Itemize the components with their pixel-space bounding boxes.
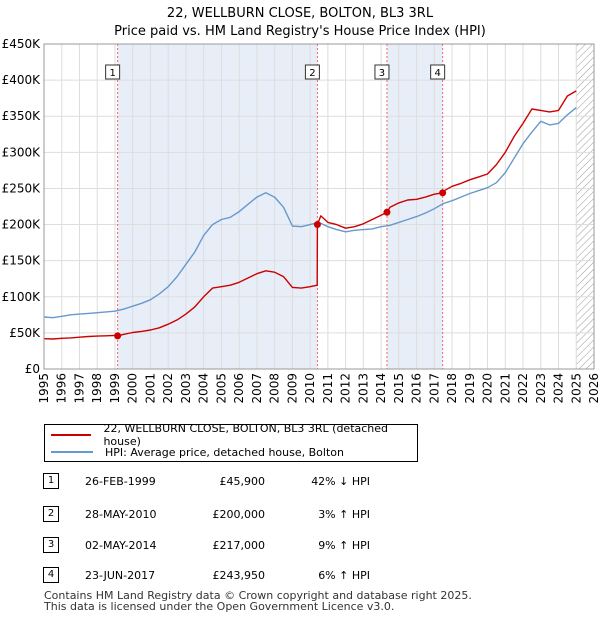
transaction-price: £243,950 xyxy=(212,569,266,582)
forecast-hatch xyxy=(576,44,594,369)
transaction-marker-box-2 xyxy=(304,64,320,80)
x-tick-label: 2017 xyxy=(427,373,441,404)
transaction-marker-label-4: 4 xyxy=(434,68,440,79)
transaction-point-1 xyxy=(114,332,122,340)
property-price-line xyxy=(43,90,577,340)
transaction-number: 4 xyxy=(43,567,59,583)
chart-subtitle: Price paid vs. HM Land Registry's House … xyxy=(114,24,486,39)
x-tick-label: 2021 xyxy=(498,373,512,404)
transaction-row-4: 4 23-JUN-2017 £243,950 6% ↑ HPI xyxy=(0,566,600,586)
transaction-number: 3 xyxy=(43,537,59,553)
y-tick-label: £450K xyxy=(2,37,42,51)
transaction-hpi: 42% ↓ HPI xyxy=(311,475,370,488)
transaction-point-3 xyxy=(383,208,391,216)
transaction-marker-box-1 xyxy=(105,64,121,80)
x-tick-label: 2005 xyxy=(214,373,228,404)
transaction-marker-label-3: 3 xyxy=(379,68,385,79)
footer-licence: This data is licensed under the Open Gov… xyxy=(44,600,395,613)
plot-border xyxy=(43,43,595,370)
transaction-price: £200,000 xyxy=(212,508,266,521)
x-tick-label: 2020 xyxy=(481,373,495,404)
transaction-price: £45,900 xyxy=(219,475,266,488)
x-tick-label: 2012 xyxy=(339,373,353,404)
x-tick-label: 2008 xyxy=(268,373,282,404)
transaction-date: 02-MAY-2014 xyxy=(85,539,157,552)
x-tick-label: 2000 xyxy=(126,373,140,404)
transaction-point-2 xyxy=(313,221,321,229)
x-tick-label: 2015 xyxy=(392,373,406,404)
x-tick-label: 1997 xyxy=(72,373,86,404)
hpi-line xyxy=(43,107,577,319)
y-tick-label: £50K xyxy=(9,326,41,340)
x-tick-label: 1996 xyxy=(55,373,69,404)
transaction-marker-label-2: 2 xyxy=(309,68,315,79)
transaction-point-4 xyxy=(439,189,447,197)
y-tick-label: £0 xyxy=(25,362,40,376)
x-tick-label: 2016 xyxy=(410,373,424,404)
x-tick-label: 1998 xyxy=(90,373,104,404)
y-tick-label: £300K xyxy=(2,145,42,159)
x-tick-label: 2018 xyxy=(445,373,459,404)
footer-copyright: Contains HM Land Registry data © Crown c… xyxy=(44,589,472,602)
price-chart: 1 2 3 4 £0 £50K £100K £150K £200K £250K £300K £350K… xyxy=(2,37,600,404)
transaction-row-1: 1 26-FEB-1999 £45,900 42% ↓ HPI xyxy=(0,472,600,492)
x-tick-label: 1995 xyxy=(37,373,51,404)
y-tick-label: £400K xyxy=(2,73,42,87)
legend-item-property: 22, WELLBURN CLOSE, BOLTON, BL3 3RL (det… xyxy=(51,422,417,448)
x-tick-label: 2025 xyxy=(569,373,583,404)
x-tick-label: 1999 xyxy=(108,373,122,404)
x-tick-label: 2011 xyxy=(321,373,335,404)
transaction-date: 26-FEB-1999 xyxy=(85,475,156,488)
transaction-number: 1 xyxy=(43,473,59,489)
transaction-hpi: 6% ↑ HPI xyxy=(318,569,370,582)
transaction-number: 2 xyxy=(43,506,59,522)
y-tick-label: £150K xyxy=(2,254,42,268)
transaction-marker-label-1: 1 xyxy=(109,68,115,79)
transaction-date: 28-MAY-2010 xyxy=(85,508,157,521)
x-tick-label: 2026 xyxy=(587,373,600,404)
legend-item-hpi: HPI: Average price, detached house, Bolt… xyxy=(51,444,344,460)
chart-title: 22, WELLBURN CLOSE, BOLTON, BL3 3RL xyxy=(166,6,434,21)
footer: Contains HM Land Registry data © Crown c… xyxy=(44,590,472,612)
x-tick-label: 2019 xyxy=(463,373,477,404)
transaction-price: £217,000 xyxy=(212,539,266,552)
legend: 22, WELLBURN CLOSE, BOLTON, BL3 3RL (det… xyxy=(44,422,418,462)
y-tick-label: £200K xyxy=(2,218,42,232)
transaction-marker-box-3 xyxy=(374,64,390,80)
legend-property-swatch xyxy=(51,434,92,436)
x-tick-label: 2003 xyxy=(179,373,193,404)
x-tick-label: 2009 xyxy=(285,373,299,404)
transaction-row-2: 2 28-MAY-2010 £200,000 3% ↑ HPI xyxy=(0,505,600,525)
transaction-date: 23-JUN-2017 xyxy=(85,569,156,582)
x-tick-label: 2010 xyxy=(303,373,317,404)
x-tick-label: 2014 xyxy=(374,373,388,404)
x-tick-label: 2001 xyxy=(143,373,157,404)
x-tick-label: 2006 xyxy=(232,373,246,404)
y-tick-label: £100K xyxy=(2,290,42,304)
x-tick-label: 2007 xyxy=(250,373,264,404)
transaction-hpi: 3% ↑ HPI xyxy=(318,508,370,521)
transaction-row-3: 3 02-MAY-2014 £217,000 9% ↑ HPI xyxy=(0,536,600,556)
y-tick-label: £350K xyxy=(2,109,42,123)
x-tick-label: 2023 xyxy=(534,373,548,404)
x-tick-label: 2004 xyxy=(197,373,211,404)
shaded-range-1 xyxy=(117,44,318,369)
x-tick-label: 2024 xyxy=(552,373,566,404)
legend-property-label: 22, WELLBURN CLOSE, BOLTON, BL3 3RL (det… xyxy=(103,422,389,448)
x-tick-label: 2002 xyxy=(161,373,175,404)
legend-hpi-label: HPI: Average price, detached house, Bolt… xyxy=(105,445,344,459)
transaction-marker-box-4 xyxy=(430,64,446,80)
x-tick-label: 2022 xyxy=(516,373,530,404)
shaded-range-2 xyxy=(386,44,443,369)
transaction-hpi: 9% ↑ HPI xyxy=(318,539,370,552)
legend-hpi-swatch xyxy=(51,451,93,453)
x-tick-label: 2013 xyxy=(356,373,370,404)
y-tick-label: £250K xyxy=(2,181,42,195)
